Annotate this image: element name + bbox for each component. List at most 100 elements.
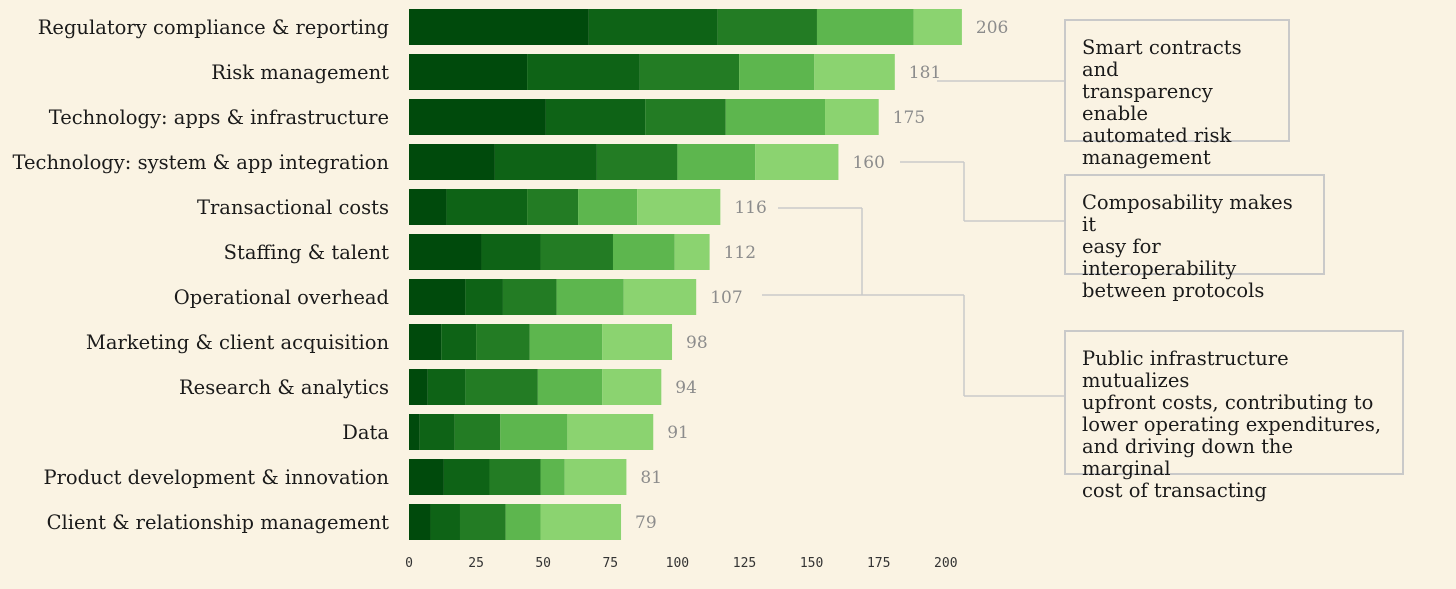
bar-segment xyxy=(441,324,477,360)
bar-segment xyxy=(816,9,914,45)
bar-segment xyxy=(717,9,817,45)
chart-bars xyxy=(409,9,962,540)
x-tick-label: 75 xyxy=(602,556,618,571)
total-value-label: 181 xyxy=(909,63,941,83)
bar-segment xyxy=(409,324,442,360)
bar-segment xyxy=(409,144,495,180)
bar-segment xyxy=(460,504,506,540)
bar-segment xyxy=(527,189,579,225)
bar-segment xyxy=(502,279,557,315)
bar-segment xyxy=(755,144,839,180)
category-label: Staffing & talent xyxy=(224,241,390,264)
bar-segment xyxy=(825,99,879,135)
bar-segment xyxy=(540,234,613,270)
bar-segment xyxy=(409,504,431,540)
x-tick-label: 150 xyxy=(800,556,823,571)
total-value-label: 107 xyxy=(710,288,742,308)
bar-segment xyxy=(564,459,627,495)
bar-segment xyxy=(443,459,490,495)
bar-segment xyxy=(637,189,721,225)
bar-segment xyxy=(739,54,815,90)
bar-segment xyxy=(588,9,718,45)
bar-segment xyxy=(545,99,646,135)
total-value-label: 98 xyxy=(686,333,708,353)
total-value-label: 112 xyxy=(724,243,756,263)
bar-segment xyxy=(481,234,541,270)
bar-segment xyxy=(409,414,420,450)
category-label: Regulatory compliance & reporting xyxy=(38,16,389,39)
bar-segment xyxy=(602,324,673,360)
bar-segment xyxy=(465,369,538,405)
total-value-label: 79 xyxy=(635,513,657,533)
bar-segment xyxy=(725,99,826,135)
total-value-label: 175 xyxy=(893,108,925,128)
total-value-label: 116 xyxy=(734,198,766,218)
bar-segment xyxy=(540,459,565,495)
x-tick-label: 50 xyxy=(535,556,551,571)
callout-connectors xyxy=(762,80,1064,397)
bar-segment xyxy=(596,144,678,180)
total-value-label: 91 xyxy=(667,423,689,443)
bar-segment xyxy=(489,459,541,495)
bar-segment xyxy=(427,369,466,405)
total-value-label: 81 xyxy=(640,468,662,488)
chart-labels: Regulatory compliance & reporting 206 Risk… xyxy=(13,16,1009,534)
bar-segment xyxy=(419,414,455,450)
bar-segment xyxy=(602,369,662,405)
bar-segment xyxy=(537,369,603,405)
total-value-label: 160 xyxy=(852,153,884,173)
x-tick-label: 125 xyxy=(733,556,756,571)
category-label: Risk management xyxy=(211,61,389,84)
x-tick-label: 200 xyxy=(934,556,957,571)
category-label: Technology: system & app integration xyxy=(13,151,390,174)
bar-segment xyxy=(578,189,638,225)
callout-risk-management: Smart contracts and transparency enable … xyxy=(1064,19,1290,169)
bar-segment xyxy=(430,504,460,540)
x-axis: 0 25 50 75 100 125 150 175 200 xyxy=(405,556,957,571)
callout-composability: Composability makes it easy for interope… xyxy=(1064,174,1325,302)
bar-segment xyxy=(814,54,895,90)
bar-segment xyxy=(409,54,528,90)
bar-segment xyxy=(529,324,603,360)
category-label: Transactional costs xyxy=(197,196,389,219)
bar-segment xyxy=(409,9,589,45)
bar-segment xyxy=(527,54,640,90)
category-label: Operational overhead xyxy=(174,286,389,309)
bar-segment xyxy=(612,234,675,270)
bar-segment xyxy=(500,414,568,450)
category-label: Technology: apps & infrastructure xyxy=(49,106,389,129)
bar-segment xyxy=(639,54,740,90)
bar-segment xyxy=(505,504,541,540)
total-value-label: 206 xyxy=(976,18,1008,38)
x-tick-label: 100 xyxy=(666,556,689,571)
bar-segment xyxy=(674,234,710,270)
bar-segment xyxy=(623,279,697,315)
callout-public-infrastructure: Public infrastructure mutualizes upfront… xyxy=(1064,330,1404,502)
bar-segment xyxy=(409,189,447,225)
category-label: Research & analytics xyxy=(179,376,389,399)
bar-segment xyxy=(567,414,654,450)
bar-segment xyxy=(540,504,622,540)
bar-segment xyxy=(556,279,624,315)
bar-segment xyxy=(446,189,528,225)
bar-segment xyxy=(409,99,546,135)
bar-segment xyxy=(494,144,597,180)
bar-segment xyxy=(645,99,726,135)
bar-segment xyxy=(409,234,482,270)
category-label: Client & relationship management xyxy=(47,511,390,534)
category-label: Data xyxy=(342,421,389,444)
bar-segment xyxy=(409,279,466,315)
category-label: Product development & innovation xyxy=(43,466,389,489)
bar-segment xyxy=(454,414,501,450)
bar-segment xyxy=(476,324,530,360)
x-tick-label: 175 xyxy=(867,556,890,571)
bar-segment xyxy=(409,459,444,495)
bar-segment xyxy=(409,369,428,405)
category-label: Marketing & client acquisition xyxy=(86,331,390,354)
total-value-label: 94 xyxy=(675,378,697,398)
bar-segment xyxy=(913,9,962,45)
x-tick-label: 25 xyxy=(468,556,484,571)
bar-segment xyxy=(465,279,503,315)
x-tick-label: 0 xyxy=(405,556,413,571)
